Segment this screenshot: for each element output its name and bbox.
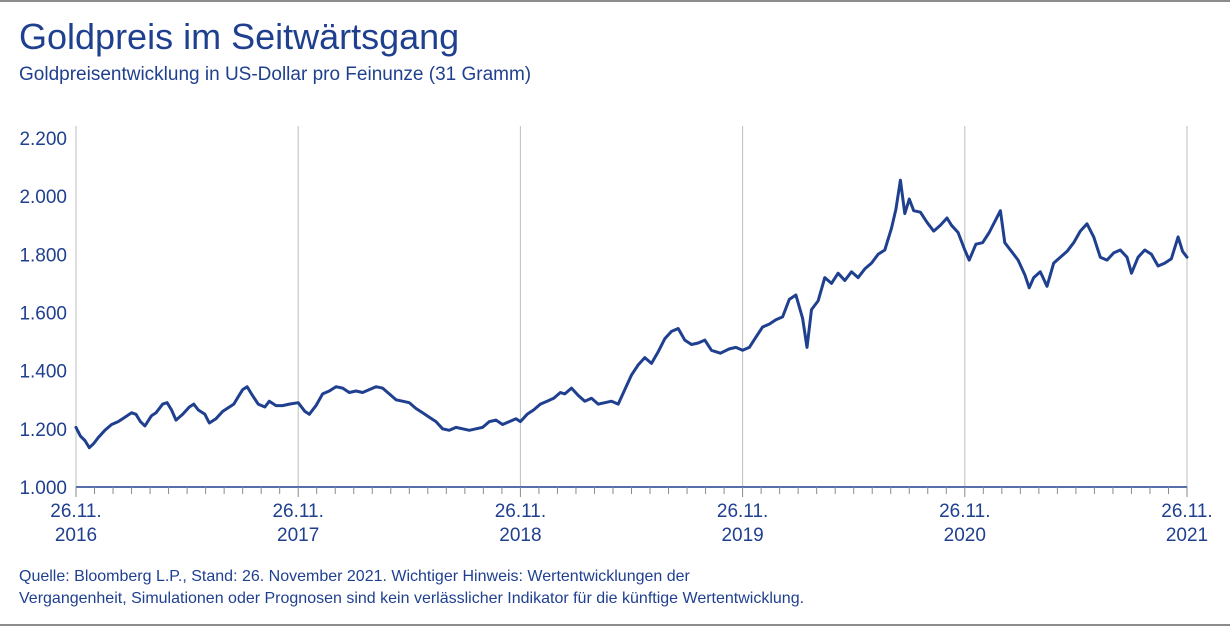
y-tick-label: 1.000	[19, 478, 67, 499]
y-tick-label: 1.800	[19, 245, 67, 266]
x-tick-label-date: 26.11.	[1161, 501, 1212, 522]
x-tick-label-year: 2020	[944, 525, 986, 546]
source-line-2: Vergangenheit, Simulationen oder Prognos…	[19, 590, 805, 607]
x-tick-label-date: 26.11.	[50, 501, 101, 522]
chart-subtitle: Goldpreisentwicklung in US-Dollar pro Fe…	[19, 64, 532, 85]
x-tick-label-year: 2017	[277, 525, 319, 546]
x-tick-label-year: 2021	[1166, 525, 1208, 546]
bottom-border	[0, 624, 1230, 626]
x-tick-label-date: 26.11.	[717, 501, 768, 522]
label-layer: 2.2002.0001.8001.6001.4001.2001.00026.11…	[19, 129, 1212, 546]
y-tick-label: 1.200	[19, 420, 67, 441]
x-tick-label-year: 2018	[499, 525, 541, 546]
x-tick-label-date: 26.11.	[495, 501, 546, 522]
x-tick-label-year: 2019	[721, 525, 763, 546]
grid-layer	[75, 126, 1188, 487]
chart-title: Goldpreis im Seitwärtsgang	[19, 16, 460, 57]
top-border	[0, 0, 1230, 2]
y-tick-label: 1.400	[19, 362, 67, 383]
source-line-1: Quelle: Bloomberg L.P., Stand: 26. Novem…	[19, 568, 690, 585]
gold-price-line	[74, 178, 1189, 450]
x-tick-label-year: 2016	[55, 525, 97, 546]
series-layer	[74, 178, 1189, 450]
axis-layer	[75, 486, 1188, 497]
source-note: Quelle: Bloomberg L.P., Stand: 26. Novem…	[19, 566, 804, 610]
y-tick-label: 2.200	[19, 129, 67, 150]
x-tick-label-date: 26.11.	[272, 501, 323, 522]
y-tick-label: 1.600	[19, 304, 67, 325]
y-tick-label: 2.000	[19, 187, 67, 208]
x-tick-label-date: 26.11.	[939, 501, 990, 522]
